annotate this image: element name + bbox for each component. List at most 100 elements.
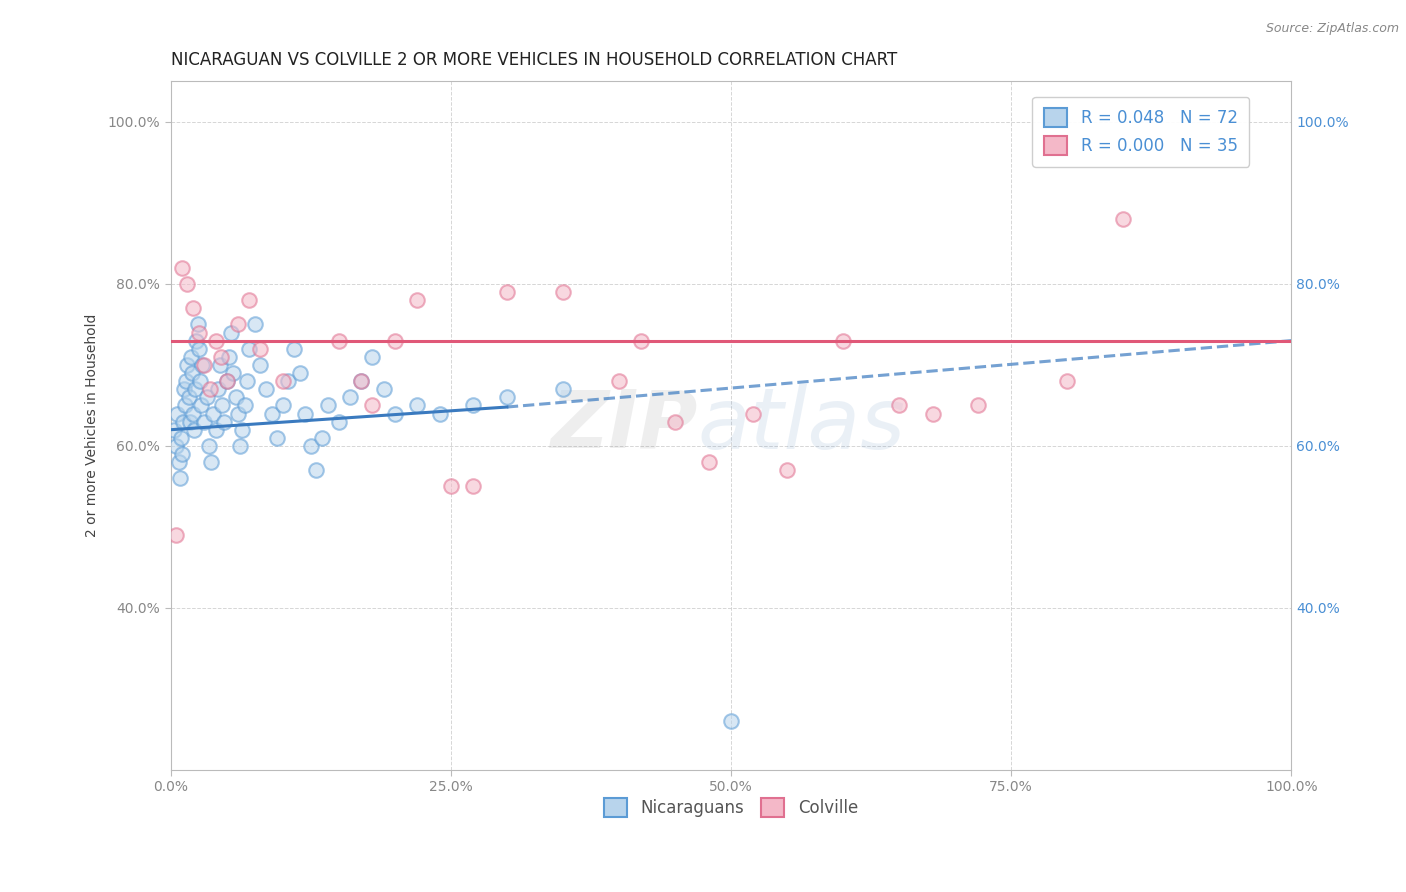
Point [202, 407, 225, 421]
Point [238, 342, 260, 356]
Point [607, 374, 630, 388]
Point [198, 382, 221, 396]
Point [186, 334, 208, 348]
Point [440, 479, 463, 493]
Point [163, 423, 186, 437]
Point [170, 447, 193, 461]
Point [249, 358, 271, 372]
Point [551, 285, 574, 299]
Point [166, 407, 188, 421]
Point [406, 293, 429, 307]
Point [373, 382, 395, 396]
Point [225, 390, 247, 404]
Text: NICARAGUAN VS COLVILLE 2 OR MORE VEHICLES IN HOUSEHOLD CORRELATION CHART: NICARAGUAN VS COLVILLE 2 OR MORE VEHICLE… [170, 51, 897, 69]
Point [193, 415, 215, 429]
Point [179, 415, 201, 429]
Point [243, 318, 266, 332]
Point [664, 415, 686, 429]
Point [176, 277, 198, 291]
Point [429, 407, 451, 421]
Point [187, 326, 209, 340]
Point [720, 714, 742, 729]
Point [921, 407, 943, 421]
Point [384, 407, 406, 421]
Point [328, 334, 350, 348]
Point [187, 318, 209, 332]
Point [167, 455, 190, 469]
Point [226, 318, 249, 332]
Point [226, 407, 249, 421]
Point [207, 382, 229, 396]
Point [173, 382, 195, 396]
Point [249, 342, 271, 356]
Point [204, 423, 226, 437]
Point [209, 350, 232, 364]
Text: atlas: atlas [697, 384, 905, 467]
Point [172, 415, 194, 429]
Point [208, 358, 231, 372]
Point [222, 366, 245, 380]
Point [193, 358, 215, 372]
Point [1112, 212, 1135, 227]
Point [181, 407, 204, 421]
Point [776, 463, 799, 477]
Point [260, 407, 283, 421]
Point [174, 399, 197, 413]
Point [181, 366, 204, 380]
Point [887, 399, 910, 413]
Point [254, 382, 277, 396]
Point [177, 390, 200, 404]
Point [233, 399, 256, 413]
Point [463, 399, 485, 413]
Point [231, 423, 253, 437]
Point [229, 439, 252, 453]
Point [1056, 374, 1078, 388]
Point [215, 374, 238, 388]
Point [496, 285, 519, 299]
Point [283, 342, 305, 356]
Point [266, 431, 288, 445]
Point [200, 455, 222, 469]
Point [271, 399, 294, 413]
Point [463, 479, 485, 493]
Point [184, 382, 207, 396]
Point [170, 431, 193, 445]
Point [350, 374, 373, 388]
Point [966, 399, 988, 413]
Point [211, 399, 233, 413]
Point [299, 439, 322, 453]
Point [339, 390, 361, 404]
Point [277, 374, 299, 388]
Point [204, 334, 226, 348]
Point [170, 260, 193, 275]
Point [630, 334, 652, 348]
Point [288, 366, 311, 380]
Point [316, 399, 339, 413]
Point [742, 407, 765, 421]
Text: ZIP: ZIP [550, 386, 697, 465]
Point [191, 358, 214, 372]
Point [176, 374, 198, 388]
Point [219, 326, 242, 340]
Point [294, 407, 316, 421]
Point [197, 439, 219, 453]
Point [165, 439, 187, 453]
Point [236, 374, 259, 388]
Point [697, 455, 720, 469]
Point [218, 350, 240, 364]
Point [187, 342, 209, 356]
Point [361, 350, 384, 364]
Point [176, 358, 198, 372]
Point [384, 334, 406, 348]
Point [271, 374, 294, 388]
Point [183, 423, 205, 437]
Text: Source: ZipAtlas.com: Source: ZipAtlas.com [1265, 22, 1399, 36]
Point [195, 390, 218, 404]
Point [190, 399, 212, 413]
Point [181, 301, 204, 316]
Point [214, 415, 236, 429]
Point [406, 399, 429, 413]
Point [350, 374, 373, 388]
Y-axis label: 2 or more Vehicles in Household: 2 or more Vehicles in Household [86, 314, 100, 537]
Legend: Nicaraguans, Colville: Nicaraguans, Colville [598, 791, 865, 823]
